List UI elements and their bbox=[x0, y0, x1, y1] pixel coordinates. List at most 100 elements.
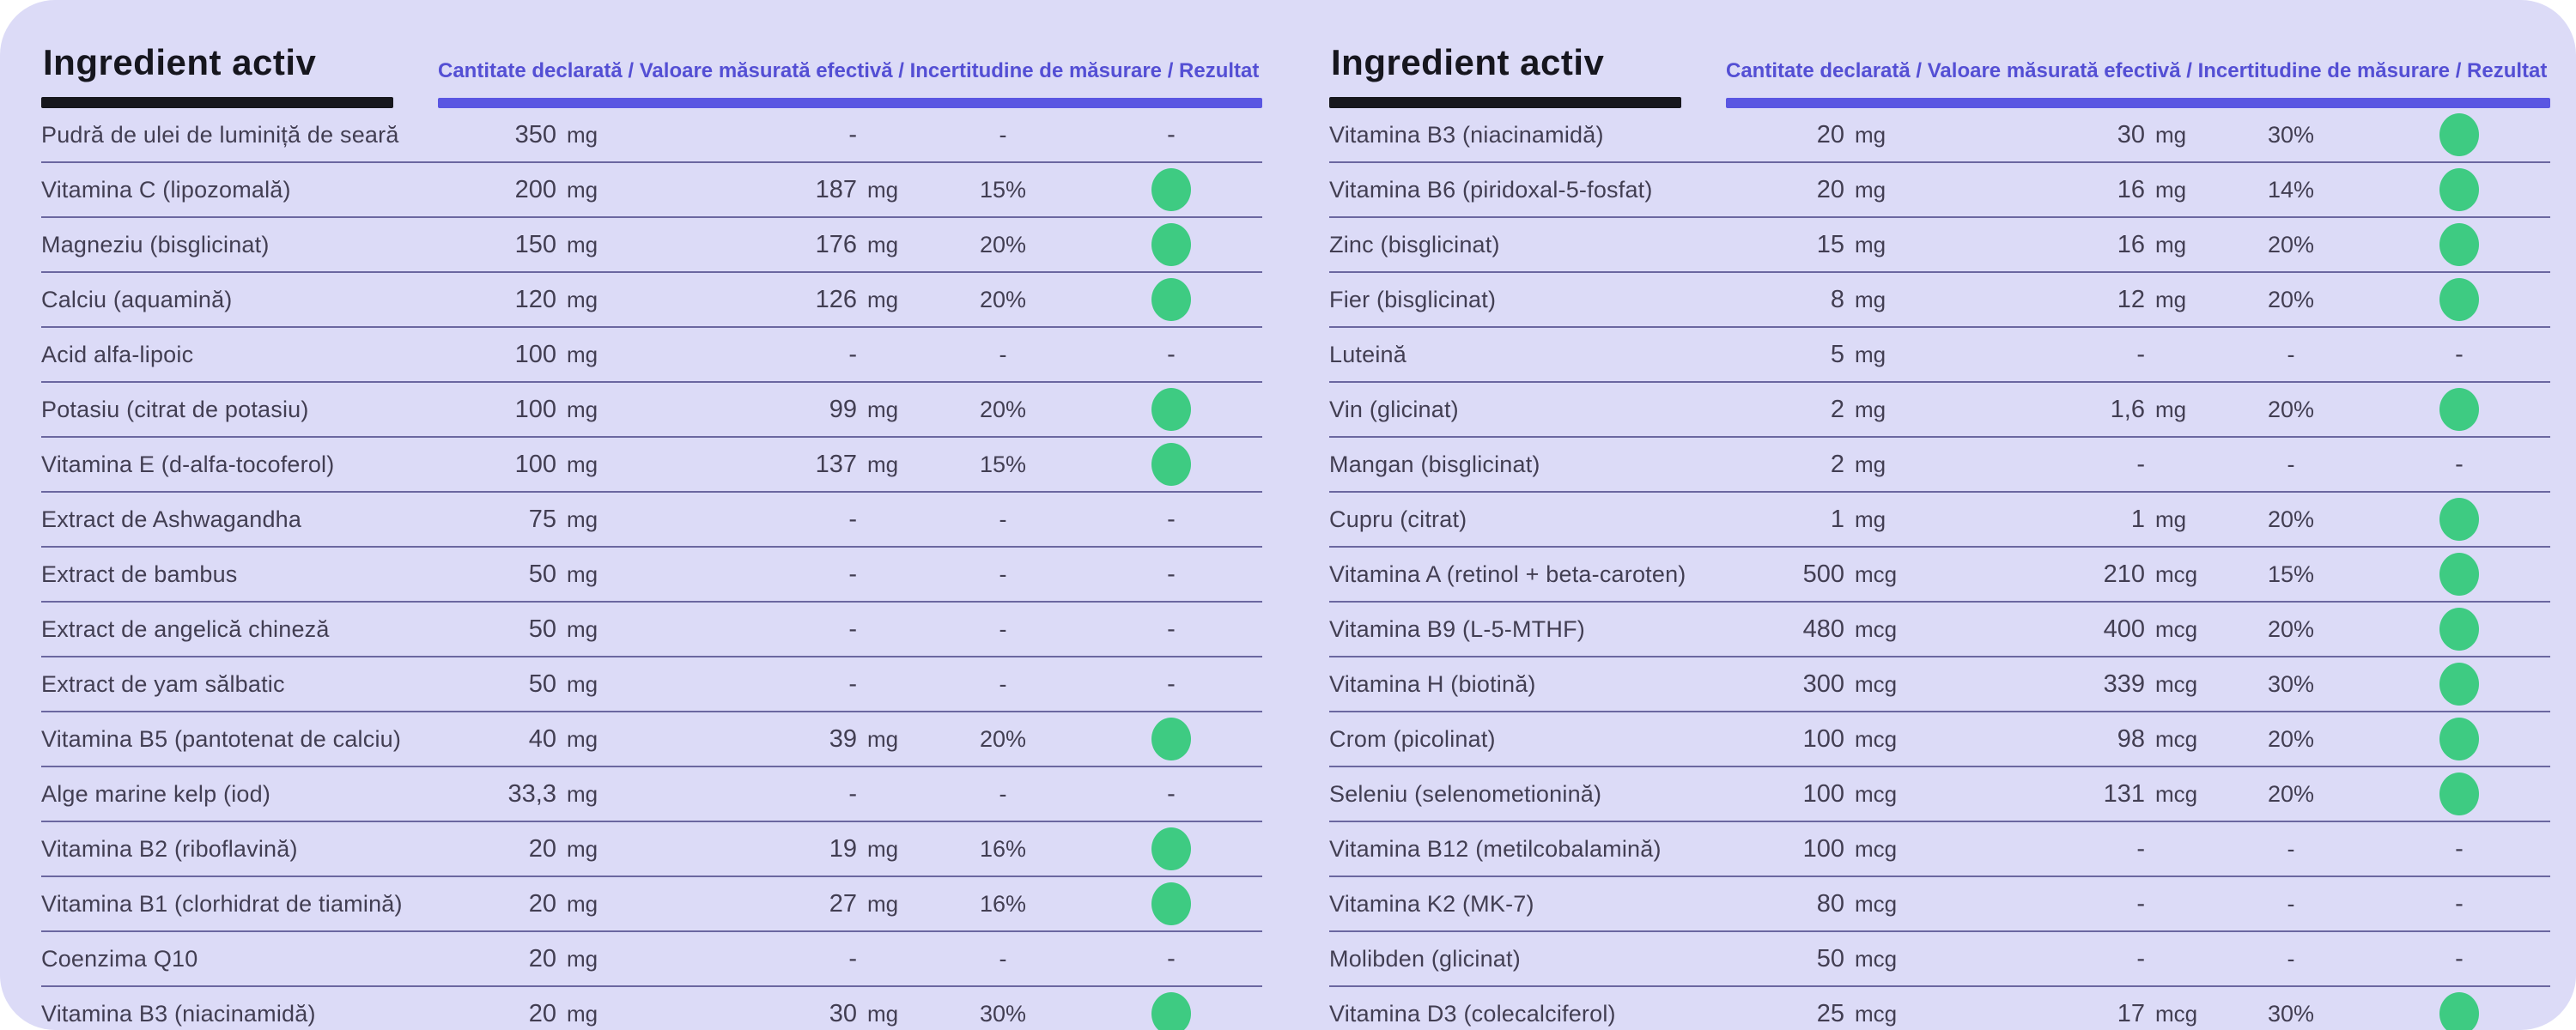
ingredient-name: Pudră de ulei de luminiță de seară bbox=[41, 121, 399, 148]
declared-unit: mcg bbox=[1855, 780, 1898, 807]
pass-dot-icon bbox=[2439, 498, 2479, 541]
measured-value: - bbox=[848, 560, 857, 588]
table-row: Vin (glicinat) 2 mg 1,6 mg 20% bbox=[1329, 383, 2550, 438]
declared-unit: mg bbox=[567, 1000, 598, 1027]
measured-value: 39 bbox=[829, 724, 857, 753]
declared-quantity: 100 bbox=[514, 450, 556, 478]
table-row: Fier (bisglicinat) 8 mg 12 mg 20% bbox=[1329, 273, 2550, 328]
panel-title: Ingredient activ bbox=[1331, 42, 1605, 82]
measured-unit: mg bbox=[2155, 286, 2187, 312]
table-row: Potasiu (citrat de potasiu) 100 mg 99 mg… bbox=[41, 383, 1262, 438]
measured-value: 126 bbox=[815, 285, 857, 313]
declared-unit: mcg bbox=[1855, 725, 1898, 752]
pass-dot-icon bbox=[1151, 278, 1191, 321]
declared-quantity: 8 bbox=[1830, 285, 1844, 313]
ingredient-name: Molibden (glicinat) bbox=[1329, 945, 1521, 972]
measured-value: 1,6 bbox=[2110, 395, 2145, 423]
result-cell: - bbox=[1167, 670, 1176, 698]
table-row: Vitamina B6 (piridoxal-5-fosfat) 20 mg 1… bbox=[1329, 163, 2550, 218]
pass-dot-icon bbox=[2439, 223, 2479, 266]
pass-dot-icon bbox=[1151, 827, 1191, 870]
declared-unit: mg bbox=[567, 890, 598, 917]
measured-value: 27 bbox=[829, 889, 857, 918]
declared-quantity: 20 bbox=[528, 834, 556, 863]
ingredient-name: Vitamina B3 (niacinamidă) bbox=[41, 1000, 316, 1027]
uncertainty-value: - bbox=[999, 615, 1007, 642]
measured-value: 1 bbox=[2130, 505, 2145, 533]
declared-unit: mcg bbox=[1855, 890, 1898, 917]
declared-unit: mg bbox=[1855, 451, 1886, 477]
measured-unit: mg bbox=[867, 725, 899, 752]
declared-quantity: 5 bbox=[1830, 340, 1844, 368]
table-row: Vitamina B3 (niacinamidă) 20 mg 30 mg 30… bbox=[41, 987, 1262, 1030]
declared-unit: mg bbox=[1855, 176, 1886, 203]
measured-unit: mcg bbox=[2155, 780, 2198, 807]
result-cell bbox=[2368, 553, 2550, 596]
result-cell bbox=[1080, 388, 1262, 431]
result-cell: - bbox=[1167, 505, 1176, 533]
measured-value: 99 bbox=[829, 395, 857, 423]
measured-unit: mg bbox=[867, 176, 899, 203]
declared-quantity: 100 bbox=[1802, 724, 1844, 753]
uncertainty-value: 30% bbox=[2267, 121, 2315, 148]
table-row: Vitamina B5 (pantotenat de calciu) 40 mg… bbox=[41, 712, 1262, 767]
declared-quantity: 15 bbox=[1816, 230, 1844, 258]
measured-value: - bbox=[848, 779, 857, 808]
uncertainty-value: 16% bbox=[979, 835, 1027, 862]
measured-value: 176 bbox=[815, 230, 857, 258]
pass-dot-icon bbox=[2439, 553, 2479, 596]
result-cell: - bbox=[2455, 340, 2464, 368]
table-row: Vitamina B1 (clorhidrat de tiamină) 20 m… bbox=[41, 877, 1262, 932]
declared-unit: mg bbox=[567, 725, 598, 752]
declared-quantity: 500 bbox=[1802, 560, 1844, 588]
table-row: Acid alfa-lipoic 100 mg - - - bbox=[41, 328, 1262, 383]
table-rows: Pudră de ulei de luminiță de seară 350 m… bbox=[41, 108, 1262, 1030]
result-cell: - bbox=[1167, 944, 1176, 972]
uncertainty-value: - bbox=[999, 560, 1007, 587]
ingredient-name: Vitamina E (d-alfa-tocoferol) bbox=[41, 451, 335, 477]
result-cell bbox=[2368, 992, 2550, 1030]
ingredient-name: Extract de Ashwagandha bbox=[41, 506, 302, 532]
declared-unit: mg bbox=[567, 451, 598, 477]
declared-quantity: 80 bbox=[1816, 889, 1844, 918]
ingredient-name: Vitamina B2 (riboflavină) bbox=[41, 835, 298, 862]
measured-unit: mg bbox=[867, 286, 899, 312]
table-header: Ingredient activ Cantitate declarată / V… bbox=[41, 22, 1262, 108]
measured-value: - bbox=[848, 615, 857, 643]
declared-quantity: 300 bbox=[1802, 670, 1844, 698]
declared-unit: mg bbox=[567, 835, 598, 862]
result-cell bbox=[1080, 278, 1262, 321]
declared-quantity: 20 bbox=[528, 999, 556, 1027]
pass-dot-icon bbox=[2439, 388, 2479, 431]
declared-unit: mg bbox=[1855, 396, 1886, 422]
result-cell bbox=[1080, 718, 1262, 760]
pass-dot-icon bbox=[1151, 168, 1191, 211]
panel-title: Ingredient activ bbox=[43, 42, 317, 82]
declared-unit: mg bbox=[567, 615, 598, 642]
measured-value: 30 bbox=[829, 999, 857, 1027]
result-cell bbox=[1080, 992, 1262, 1030]
uncertainty-value: 15% bbox=[2267, 560, 2315, 587]
measured-unit: mg bbox=[2155, 231, 2187, 258]
left-table-panel: Ingredient activ Cantitate declarată / V… bbox=[41, 22, 1262, 1030]
uncertainty-value: 20% bbox=[2267, 396, 2315, 422]
ingredient-name: Vitamina A (retinol + beta-caroten) bbox=[1329, 560, 1686, 587]
uncertainty-value: 20% bbox=[2267, 615, 2315, 642]
pass-dot-icon bbox=[2439, 608, 2479, 651]
declared-quantity: 33,3 bbox=[507, 779, 556, 808]
declared-unit: mg bbox=[567, 945, 598, 972]
measured-unit: mcg bbox=[2155, 1000, 2198, 1027]
declared-quantity: 50 bbox=[528, 615, 556, 643]
ingredient-name: Potasiu (citrat de potasiu) bbox=[41, 396, 309, 422]
declared-quantity: 100 bbox=[514, 395, 556, 423]
result-cell bbox=[2368, 718, 2550, 760]
pass-dot-icon bbox=[2439, 663, 2479, 706]
result-cell bbox=[2368, 168, 2550, 211]
table-row: Vitamina B12 (metilcobalamină) 100 mcg -… bbox=[1329, 822, 2550, 877]
measured-value: - bbox=[2136, 450, 2145, 478]
measured-value: 19 bbox=[829, 834, 857, 863]
table-row: Mangan (bisglicinat) 2 mg - - - bbox=[1329, 438, 2550, 493]
measured-unit: mg bbox=[2155, 396, 2187, 422]
columns-legend: Cantitate declarată / Valoare măsurată e… bbox=[438, 59, 1260, 82]
result-cell: - bbox=[1167, 779, 1176, 808]
